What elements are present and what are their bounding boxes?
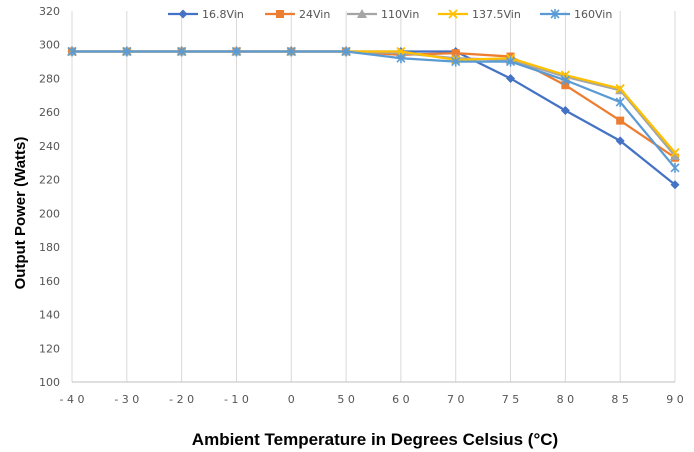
x-tick-label: - 3 0 [114, 393, 139, 406]
legend: 16.8Vin 24Vin 110Vin 137.5Vin 160Vin [168, 8, 612, 21]
x-tick-label: - 4 0 [60, 393, 85, 406]
x-tick-label: - 2 0 [169, 393, 194, 406]
series-16-8vin [67, 46, 680, 190]
axis-layer: - 4 0 - 3 0 - 2 0 - 1 0 0 5 0 6 0 7 0 7 5 8 0 8 5 9… [39, 5, 684, 406]
legend-marker [276, 10, 284, 18]
series-line [72, 50, 676, 159]
series-line [72, 50, 676, 169]
y-tick-label: 120 [39, 342, 60, 355]
series-160vin [67, 46, 680, 173]
data-point [616, 116, 625, 125]
y-tick-label: 280 [39, 72, 60, 85]
x-tick-label: 7 5 [502, 393, 520, 406]
series-line [72, 50, 676, 186]
y-tick-label: 300 [39, 39, 60, 52]
marker-stroke [448, 9, 458, 19]
x-tick-label: 8 5 [611, 393, 629, 406]
data-point [670, 148, 680, 158]
legend-item: 160Vin [540, 8, 612, 21]
data-point [505, 56, 516, 67]
marker-stroke [615, 83, 625, 94]
marker-stroke [396, 46, 406, 57]
x-tick-label: - 1 0 [224, 393, 249, 406]
data-point [231, 46, 242, 57]
data-point [670, 162, 680, 173]
series-24vin [68, 47, 679, 162]
y-tick-label: 320 [39, 5, 60, 18]
data-point [506, 73, 516, 83]
x-tick-label: 9 0 [666, 393, 684, 406]
x-tick-label: 5 0 [337, 393, 355, 406]
legend-marker [550, 9, 560, 19]
legend-item: 137.5Vin [438, 8, 521, 21]
x-tick-label: 6 0 [392, 393, 410, 406]
x-axis-title: Ambient Temperature in Degrees Celsius (… [192, 430, 558, 449]
data-point [615, 97, 625, 108]
data-point [561, 81, 570, 90]
legend-item: 16.8Vin [168, 8, 244, 21]
y-tick-label: 160 [39, 275, 60, 288]
data-point [286, 46, 296, 57]
y-tick-label: 240 [39, 140, 60, 153]
data-point [615, 83, 625, 94]
data-point [122, 46, 132, 57]
data-point [451, 49, 460, 58]
x-tick-label: 7 0 [447, 393, 465, 406]
legend-label: 160Vin [574, 8, 612, 21]
y-axis-title: Output Power (Watts) [12, 137, 29, 290]
grid-layer [71, 11, 676, 382]
legend-label: 24Vin [299, 8, 330, 21]
legend-marker [357, 9, 367, 18]
data-point [67, 46, 77, 57]
series-layer [67, 46, 680, 190]
data-point [670, 151, 680, 161]
data-point [396, 46, 406, 57]
data-point [177, 46, 187, 57]
data-point [560, 105, 570, 115]
y-tick-label: 220 [39, 174, 60, 187]
series-line [72, 50, 676, 157]
y-tick-label: 200 [39, 207, 60, 220]
series-137-5vin [67, 46, 680, 158]
legend-item: 110Vin [347, 8, 419, 21]
series-110vin [67, 46, 680, 161]
legend-marker [448, 9, 458, 19]
legend-label: 110Vin [381, 8, 419, 21]
data-point [341, 46, 351, 57]
series-line [72, 50, 676, 154]
y-tick-label: 140 [39, 309, 60, 322]
legend-label: 137.5Vin [472, 8, 521, 21]
legend-label: 16.8Vin [202, 8, 244, 21]
marker-stroke [670, 148, 680, 158]
data-point [451, 56, 461, 67]
x-tick-label: 0 [288, 393, 295, 406]
legend-marker [178, 9, 188, 19]
data-point [615, 136, 625, 146]
y-tick-label: 100 [39, 376, 60, 389]
data-point [670, 180, 680, 190]
legend-item: 24Vin [265, 8, 330, 21]
x-tick-label: 8 0 [557, 393, 575, 406]
data-point [560, 75, 570, 86]
y-tick-label: 260 [39, 106, 60, 119]
y-tick-label: 180 [39, 241, 60, 254]
data-point [396, 53, 406, 64]
